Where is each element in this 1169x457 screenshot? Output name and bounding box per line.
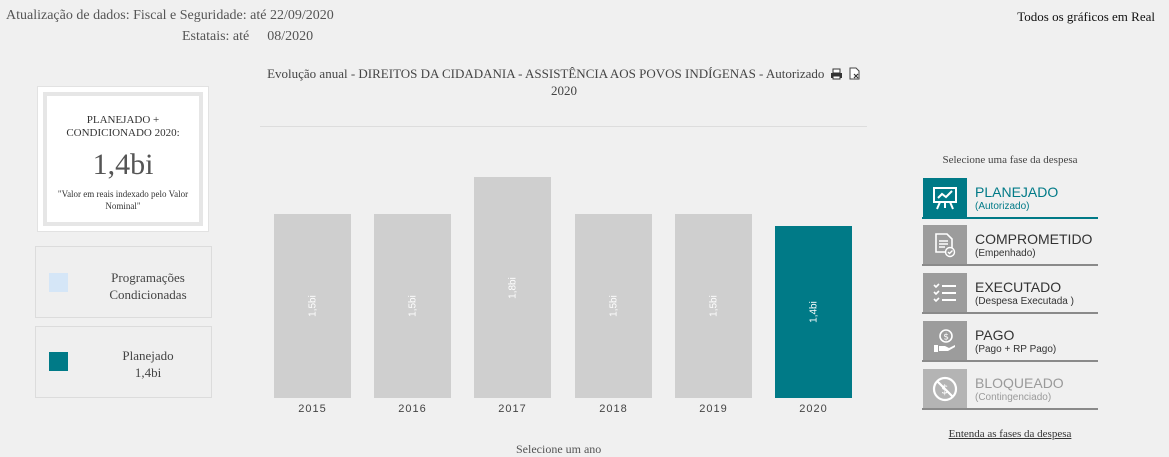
- update-info-fiscal: Atualização de dados: Fiscal e Seguridad…: [6, 8, 334, 23]
- phase-panel-header: Selecione uma fase da despesa: [942, 154, 1078, 166]
- bar-2017[interactable]: 1,8bi: [474, 177, 551, 398]
- bar-value-label: 1,8bi: [507, 276, 518, 299]
- summary-note: "Valor em reais indexado pelo Valor Nomi…: [57, 189, 189, 211]
- phase-label: PLANEJADO: [975, 184, 1059, 200]
- legend-planejado[interactable]: Planejado 1,4bi: [35, 326, 212, 398]
- legend-swatch-programacoes: [49, 273, 68, 292]
- bar-value-label: 1,5bi: [407, 295, 418, 317]
- document-check-icon: [923, 225, 967, 264]
- summary-card: PLANEJADO + CONDICIONADO 2020: 1,4bi "Va…: [37, 86, 209, 232]
- bar-value-label: 1,5bi: [708, 295, 719, 317]
- legend-planejado-text: Planejado 1,4bi: [91, 347, 205, 381]
- phase-comprometido[interactable]: COMPROMETIDO (Empenhado): [922, 225, 1098, 266]
- legend-label-programacoes: Programações Condicionadas: [109, 270, 187, 302]
- legend-swatch-planejado: [49, 352, 68, 371]
- phase-sublabel: (Empenhado): [975, 248, 1036, 259]
- bar-2019[interactable]: 1,5bi: [675, 214, 752, 398]
- legend-programacoes-condicionadas[interactable]: Programações Condicionadas: [35, 246, 212, 318]
- phase-sublabel: (Contingenciado): [975, 392, 1052, 403]
- phase-sublabel: (Pago + RP Pago): [975, 344, 1057, 355]
- chart-separator: [260, 126, 867, 127]
- phase-planejado[interactable]: PLANEJADO (Autorizado): [922, 178, 1098, 219]
- phase-sublabel: (Autorizado): [975, 201, 1030, 212]
- bar-2016[interactable]: 1,5bi: [374, 214, 451, 398]
- bar-value-label: 1,5bi: [608, 295, 619, 317]
- update-info-estatais: Estatais: até 08/2020: [182, 29, 313, 45]
- legend-label-planejado: Planejado: [122, 348, 174, 363]
- presentation-board-icon: [923, 178, 967, 217]
- bar-2018[interactable]: 1,5bi: [575, 214, 652, 398]
- phase-label: COMPROMETIDO: [975, 231, 1093, 247]
- x-tick-label: 2019: [699, 403, 728, 415]
- x-tick-label: 2020: [799, 403, 828, 415]
- x-tick-label: 2016: [398, 403, 427, 415]
- chart-title-line1: Evolução anual - DIREITOS DA CIDADANIA -…: [267, 66, 825, 81]
- bar-value-label: 1,4bi: [808, 301, 819, 323]
- bar-2020[interactable]: 1,4bi: [775, 226, 852, 398]
- x-tick-label: 2015: [298, 403, 327, 415]
- phase-bloqueado[interactable]: $ BLOQUEADO(Contingenciado): [922, 369, 1098, 410]
- phase-sublabel: (Despesa Executada ): [975, 296, 1074, 307]
- blocked-coin-icon: $: [923, 369, 967, 408]
- update-estatais-value: 08/2020: [267, 29, 314, 44]
- phase-pago[interactable]: $ PAGO (Pago + RP Pago): [922, 321, 1098, 362]
- update-estatais-label: Estatais: até: [182, 29, 250, 44]
- bar-value-label: 1,5bi: [307, 295, 318, 317]
- phase-label: BLOQUEADO: [975, 375, 1064, 391]
- export-excel-icon[interactable]: [848, 67, 861, 83]
- summary-title: PLANEJADO + CONDICIONADO 2020:: [66, 114, 180, 139]
- phase-executado[interactable]: EXECUTADO (Despesa Executada ): [922, 273, 1098, 314]
- svg-text:$: $: [943, 332, 949, 342]
- print-icon[interactable]: [830, 68, 843, 83]
- phase-label: PAGO: [975, 327, 1015, 343]
- summary-inner: PLANEJADO + CONDICIONADO 2020: 1,4bi "Va…: [43, 92, 203, 226]
- all-charts-real-toggle[interactable]: Todos os gráficos em Real: [1017, 9, 1155, 24]
- checklist-icon: [923, 273, 967, 312]
- legend-value-planejado: 1,4bi: [134, 365, 162, 380]
- chart-title: Evolução anual - DIREITOS DA CIDADANIA -…: [258, 66, 870, 98]
- bar-2015[interactable]: 1,5bi: [274, 214, 351, 398]
- understand-phases-link[interactable]: Entenda as fases da despesa: [948, 428, 1072, 440]
- x-tick-label: 2018: [599, 403, 628, 415]
- coin-hand-icon: $: [923, 321, 967, 360]
- chart-title-line2: 2020: [551, 83, 577, 98]
- summary-value: 1,4bi: [92, 148, 154, 181]
- select-year-hint: Selecione um ano: [516, 442, 602, 456]
- x-tick-label: 2017: [498, 403, 527, 415]
- phase-label: EXECUTADO: [975, 279, 1062, 295]
